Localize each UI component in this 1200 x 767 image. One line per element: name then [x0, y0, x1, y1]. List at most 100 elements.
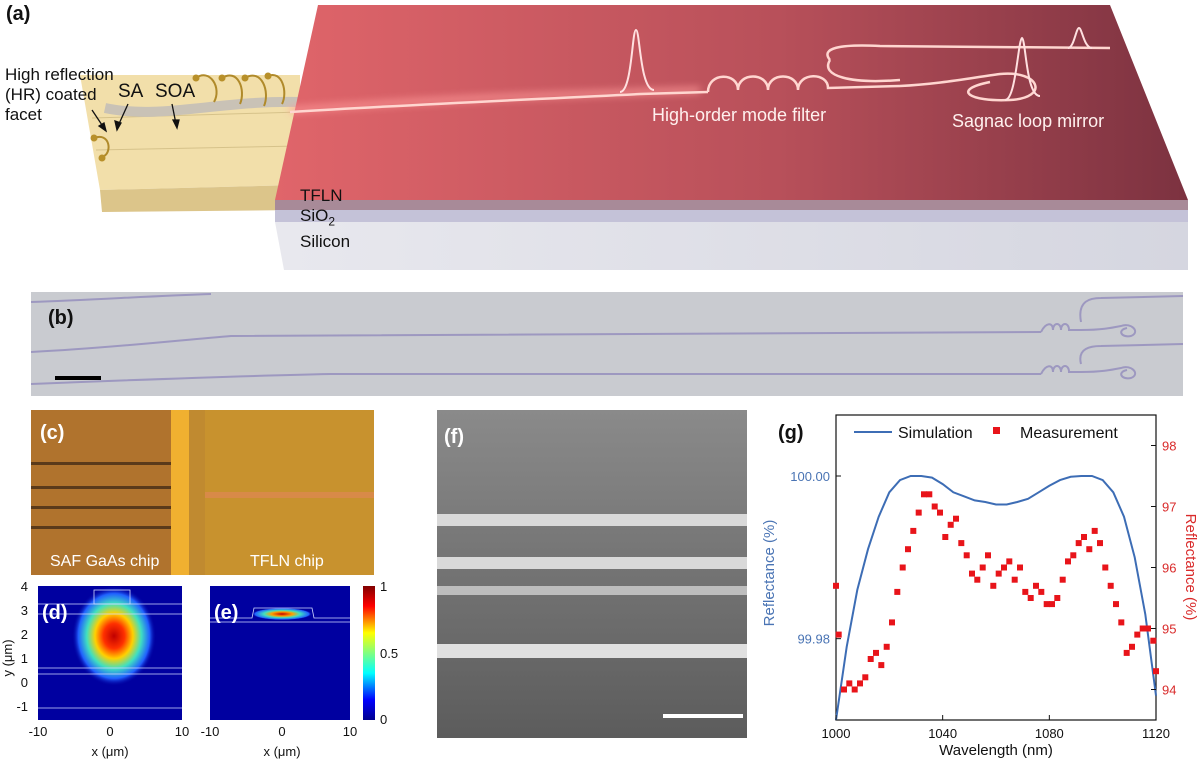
soa-label: SOA	[155, 81, 196, 102]
y-left-tick-label: 99.98	[797, 632, 830, 647]
y-left-tick-label: 100.00	[790, 469, 830, 484]
x-tick-label: 1000	[822, 726, 851, 741]
y-right-tick-label: 95	[1162, 622, 1176, 637]
measurement-point	[931, 503, 938, 510]
panel-d-mode-profile: 4 3 2 1 0 -1 -10 0 10 x (μm) y (μm)	[0, 579, 189, 759]
panel-a-illustration	[80, 5, 1188, 270]
chart-legend: Simulation Measurement	[854, 425, 1118, 442]
measurement-point	[910, 527, 917, 534]
measurement-point	[1011, 576, 1018, 583]
x-tick-label: 1080	[1035, 726, 1064, 741]
panel-f-tag: (f)	[444, 426, 464, 448]
d-xtick-10: 10	[175, 724, 189, 739]
measurement-point	[1059, 576, 1066, 583]
d-ytick-1: 1	[21, 651, 28, 666]
hr-label-line-3: facet	[5, 105, 42, 124]
measurement-point	[1139, 625, 1146, 632]
panel-a-arrows	[91, 103, 180, 133]
d-xtick-0: 0	[106, 724, 113, 739]
measurement-point	[1017, 564, 1023, 571]
measurement-point	[942, 534, 949, 540]
measurement-point	[899, 564, 906, 571]
chart-ylabel-left: Reflectance (%)	[762, 520, 778, 627]
panel-f-sem-image	[437, 410, 747, 738]
e-xtick-0: 0	[278, 724, 285, 739]
measurement-point	[1065, 558, 1071, 565]
panel-c-micrograph	[31, 410, 374, 575]
measurement-point	[1027, 595, 1034, 601]
sio2-layer	[275, 210, 1188, 222]
d-xlabel: x (μm)	[91, 744, 128, 759]
e-xtick-10: 10	[343, 724, 357, 739]
measurement-point	[1038, 588, 1045, 595]
e-cbar-tick-0: 0	[380, 712, 387, 727]
hr-label-line-1: High reflection	[5, 65, 114, 84]
measurement-point	[878, 662, 885, 669]
sagnac-label: Sagnac loop mirror	[952, 111, 1105, 131]
y-right-tick-label: 96	[1162, 561, 1176, 576]
gaas-chip-label: SAF GaAs chip	[50, 553, 160, 570]
measurement-point	[1022, 588, 1029, 595]
measurement-point	[905, 546, 911, 553]
tfln-chip-label: TFLN chip	[250, 553, 324, 570]
measurement-point	[1091, 527, 1098, 534]
layer-tfln-label: TFLN	[300, 186, 343, 205]
measurement-point	[1070, 552, 1077, 559]
panel-b-micrograph	[31, 292, 1183, 396]
d-ylabel: y (μm)	[0, 639, 15, 676]
measurement-point	[921, 491, 927, 498]
measurement-point	[985, 552, 991, 559]
measurement-point	[833, 582, 839, 589]
measurement-point	[1129, 643, 1135, 650]
d-ytick-3: 3	[21, 603, 28, 618]
measurement-point	[1118, 619, 1125, 626]
measurement-point	[1001, 564, 1007, 571]
measurement-point	[995, 570, 1002, 577]
measurement-point	[841, 686, 847, 693]
measurement-point	[883, 643, 890, 650]
d-xtick-m10: -10	[29, 724, 48, 739]
d-ytick-2: 2	[21, 627, 28, 642]
waveguide-glow	[289, 87, 701, 113]
legend-simulation-label: Simulation	[898, 425, 973, 442]
measurement-point	[1153, 668, 1159, 675]
measurement-point	[926, 491, 933, 498]
sa-label: SA	[118, 81, 144, 102]
y-right-tick-label: 97	[1162, 500, 1176, 515]
measurement-point	[1033, 582, 1039, 589]
y-right-tick-label: 94	[1162, 683, 1176, 698]
panel-c-tag: (c)	[40, 422, 65, 444]
measurement-point	[1150, 637, 1157, 644]
measurement-point	[1075, 540, 1082, 547]
measurement-point	[1102, 564, 1109, 571]
d-ytick-m1: -1	[16, 699, 28, 714]
panel-a-tag: (a)	[6, 3, 31, 25]
e-cbar-tick-05: 0.5	[380, 646, 398, 661]
x-tick-label: 1040	[928, 726, 957, 741]
measurement-point	[937, 509, 943, 516]
measurement-point	[979, 564, 986, 571]
panel-d-tag: (d)	[42, 602, 68, 624]
measurement-point	[963, 552, 970, 559]
chart-ylabel-right: Reflectance (%)	[1182, 514, 1197, 621]
measurement-point	[1107, 582, 1114, 589]
sio2-subscript: 2	[328, 214, 336, 229]
d-ytick-0: 0	[21, 675, 28, 690]
e-xtick-m10: -10	[201, 724, 220, 739]
tfln-layer	[275, 200, 1188, 210]
d-ytick-4: 4	[21, 579, 28, 594]
measurement-point	[974, 576, 981, 583]
measurement-point	[835, 631, 842, 638]
measurement-point	[1081, 534, 1087, 540]
measurement-point	[862, 674, 869, 681]
e-xlabel: x (μm)	[263, 744, 300, 759]
measurement-point	[1043, 601, 1050, 608]
legend-measurement-label: Measurement	[1020, 425, 1118, 442]
measurement-point	[1086, 546, 1093, 553]
x-tick-label: 1120	[1142, 726, 1170, 741]
measurement-point	[851, 686, 858, 693]
y-right-tick-label: 98	[1162, 439, 1176, 454]
measurement-point	[969, 570, 975, 577]
measurement-point	[1049, 601, 1055, 608]
measurement-point	[1145, 625, 1151, 632]
